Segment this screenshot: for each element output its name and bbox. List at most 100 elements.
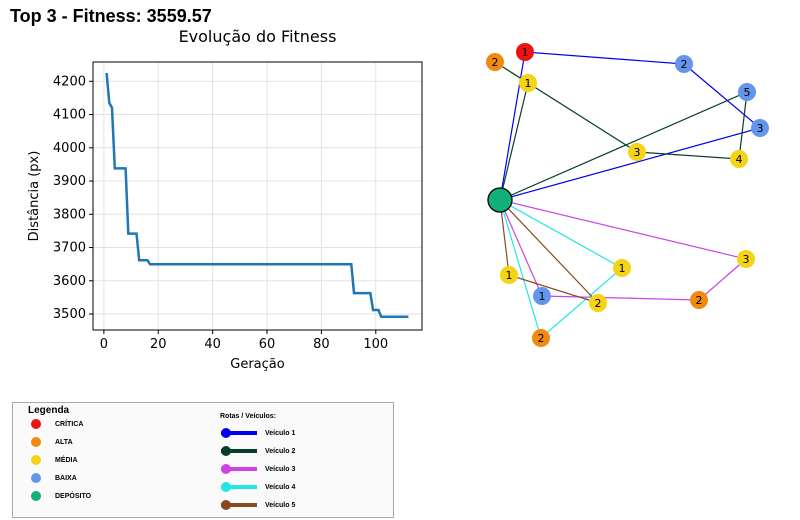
route-swatch <box>221 428 257 438</box>
node-marker <box>628 143 646 161</box>
route-swatch <box>221 500 257 510</box>
x-tick-label: 0 <box>100 337 108 352</box>
legend-label: Veículo 3 <box>265 465 296 473</box>
legend-label: DEPÓSITO <box>55 492 92 500</box>
route-swatch <box>221 446 257 456</box>
chart-title: Evolução do Fitness <box>179 27 337 46</box>
y-tick-label: 3600 <box>53 274 86 289</box>
map-node: 4 <box>730 150 748 168</box>
fitness-line <box>105 72 409 318</box>
node-label: 1 <box>619 262 626 275</box>
route-nodes: 1 2 3 1 2 3 4 5 1 2 3 1 2 1 2 <box>486 43 769 347</box>
y-tick-label: 3700 <box>53 241 86 256</box>
node-marker <box>751 119 769 137</box>
legend-priority-alta: ALTA <box>31 437 73 447</box>
node-marker <box>730 150 748 168</box>
y-axis-label: Distância (px) <box>27 151 42 242</box>
legend-label: Veículo 5 <box>265 501 296 509</box>
node-marker <box>516 43 534 61</box>
route-map: 1 2 3 1 2 3 4 5 1 2 3 1 2 1 2 <box>486 43 769 347</box>
legend-marker <box>31 455 41 465</box>
node-marker <box>532 329 550 347</box>
y-tick-label: 4100 <box>53 108 86 123</box>
legend-route-vehicle-2: Veículo 2 <box>221 446 295 456</box>
legend-route-vehicle-1: Veículo 1 <box>221 428 295 438</box>
node-label: 4 <box>736 153 743 166</box>
map-node: 3 <box>628 143 646 161</box>
legend-box: Legenda CRÍTICA ALTA MÉDIA BAIXA DEPÓSITO Ro… <box>12 402 394 518</box>
node-label: 2 <box>492 56 499 69</box>
route-line-vehicle-1 <box>499 51 762 201</box>
x-tick-label: 60 <box>259 337 276 352</box>
x-tick-label: 80 <box>313 337 330 352</box>
node-marker <box>486 53 504 71</box>
legend-marker <box>31 491 41 501</box>
route-line-vehicle-4 <box>499 199 624 340</box>
legend-priority-critica: CRÍTICA <box>31 419 83 429</box>
node-marker <box>500 266 518 284</box>
legend-title: Legenda <box>28 405 70 416</box>
map-node: 2 <box>589 294 607 312</box>
node-marker <box>738 83 756 101</box>
map-node: 1 <box>613 259 631 277</box>
legend-label: MÉDIA <box>55 456 78 464</box>
route-line-vehicle-3 <box>499 199 748 301</box>
legend-label: Veículo 4 <box>265 483 296 491</box>
node-label: 2 <box>595 297 602 310</box>
node-marker <box>675 55 693 73</box>
legend-label: Veículo 1 <box>265 429 296 437</box>
routes-legend-title: Rotas / Veículos: <box>220 413 277 420</box>
node-label: 2 <box>538 332 545 345</box>
legend-marker <box>31 437 41 447</box>
y-tick-label: 3500 <box>53 307 86 322</box>
plot-area-frame <box>92 61 423 331</box>
node-label: 1 <box>506 269 513 282</box>
route-swatch <box>221 464 257 474</box>
y-tick-label: 4200 <box>53 74 86 89</box>
x-tick-label: 40 <box>204 337 221 352</box>
route-line-vehicle-5 <box>499 199 601 305</box>
y-tick-label: 4000 <box>53 141 86 156</box>
map-node: 1 <box>516 43 534 61</box>
page-title: Top 3 - Fitness: 3559.57 <box>10 6 212 26</box>
y-tick-label: 3900 <box>53 174 86 189</box>
map-node: 2 <box>675 55 693 73</box>
legend-route-vehicle-4: Veículo 4 <box>221 482 295 492</box>
route-swatch <box>221 482 257 492</box>
map-node: 2 <box>532 329 550 347</box>
node-label: 5 <box>744 86 751 99</box>
legend-route-vehicle-5: Veículo 5 <box>221 500 295 510</box>
x-tick-label: 20 <box>150 337 167 352</box>
x-axis-label: Geração <box>230 357 284 372</box>
node-marker <box>690 291 708 309</box>
node-marker <box>737 250 755 268</box>
node-marker <box>519 74 537 92</box>
legend-priority-baixa: BAIXA <box>31 473 77 483</box>
node-label: 1 <box>525 77 532 90</box>
legend-label: Veículo 2 <box>265 447 296 455</box>
y-tick-label: 3800 <box>53 207 86 222</box>
node-label: 1 <box>522 46 529 59</box>
fitness-chart: Evolução do Fitness 0 20 40 60 80 100 3500 3600… <box>27 27 423 372</box>
chart-grid <box>93 62 422 330</box>
map-node: 1 <box>533 287 551 305</box>
legend-label: BAIXA <box>55 474 77 482</box>
node-marker <box>613 259 631 277</box>
map-node: 1 <box>500 266 518 284</box>
legend-label: ALTA <box>55 438 73 446</box>
node-label: 3 <box>757 122 764 135</box>
x-tick-label: 100 <box>363 337 388 352</box>
map-node: 5 <box>738 83 756 101</box>
legend-route-vehicle-3: Veículo 3 <box>221 464 295 474</box>
node-label: 2 <box>696 294 703 307</box>
legend-marker <box>31 419 41 429</box>
legend-priority-media: MÉDIA <box>31 455 78 465</box>
map-node: 1 <box>519 74 537 92</box>
legend-label: CRÍTICA <box>55 420 84 428</box>
node-label: 3 <box>634 146 641 159</box>
chart-ticks: 0 20 40 60 80 100 3500 3600 3700 3800 3900 4000 4100… <box>53 74 388 352</box>
map-node: 2 <box>486 53 504 71</box>
map-node: 3 <box>737 250 755 268</box>
legend-marker <box>31 473 41 483</box>
legend-priority-deposito: DEPÓSITO <box>31 491 91 501</box>
